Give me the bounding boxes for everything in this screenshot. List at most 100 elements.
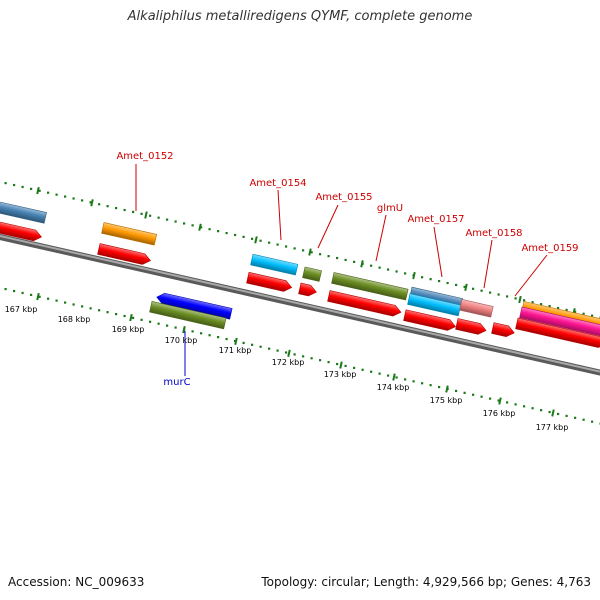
minor-tick	[591, 420, 594, 423]
minor-tick	[47, 297, 50, 300]
minor-tick	[574, 310, 577, 313]
minor-tick	[582, 312, 585, 315]
gene-feature-shape	[149, 300, 227, 330]
minor-tick	[514, 297, 517, 300]
gene-label-amet_0159: Amet_0159	[521, 243, 578, 254]
minor-tick	[404, 378, 407, 381]
minor-tick	[421, 382, 424, 385]
minor-tick	[21, 185, 24, 189]
minor-tick	[565, 414, 568, 418]
gene-label-amet_0158: Amet_0158	[465, 228, 522, 239]
minor-tick	[540, 409, 543, 412]
minor-tick	[47, 191, 50, 194]
minor-tick	[480, 289, 483, 292]
minor-tick	[149, 214, 152, 217]
gene-feature	[0, 199, 47, 224]
minor-tick	[217, 230, 220, 233]
gene-feature-shape	[101, 222, 158, 246]
gene-feature-shape	[515, 317, 600, 348]
minor-tick	[55, 193, 58, 196]
minor-tick	[327, 255, 330, 258]
minor-tick	[81, 199, 84, 202]
major-tick	[518, 295, 522, 304]
minor-tick	[497, 399, 500, 402]
minor-tick	[361, 368, 364, 371]
minor-tick	[591, 314, 594, 317]
gene-feature-shape	[0, 219, 42, 242]
gene-feature	[101, 222, 158, 246]
minor-tick	[548, 304, 551, 308]
genome-backbone	[0, 233, 600, 376]
minor-tick	[106, 311, 109, 314]
minor-tick	[531, 407, 534, 410]
gene-feature-shape	[327, 290, 402, 317]
major-tick	[392, 373, 396, 381]
minor-tick	[55, 299, 58, 302]
minor-tick	[514, 403, 517, 406]
minor-tick	[72, 303, 75, 306]
major-tick	[234, 337, 238, 345]
minor-tick	[285, 245, 288, 248]
gene-feature-shape	[331, 272, 409, 301]
minor-tick	[480, 395, 483, 398]
minor-tick	[242, 235, 245, 239]
minor-tick	[259, 345, 262, 348]
gene-feature	[327, 290, 402, 317]
minor-tick	[115, 206, 118, 210]
major-tick	[129, 313, 133, 322]
minor-tick	[174, 326, 177, 329]
minor-tick	[557, 306, 560, 310]
minor-tick	[540, 303, 543, 306]
gene-label-leader	[433, 226, 443, 278]
gene-feature-shape	[491, 322, 515, 337]
gene-feature-shape	[0, 199, 47, 224]
minor-tick	[429, 278, 432, 281]
gene-label-leader	[375, 214, 387, 262]
minor-tick	[353, 260, 356, 263]
minor-tick	[89, 201, 92, 204]
minor-tick	[13, 289, 16, 293]
minor-tick	[557, 412, 560, 416]
major-tick	[412, 271, 416, 280]
outer-tick-track	[4, 182, 600, 319]
minor-tick	[438, 279, 441, 283]
gene-label-leader	[317, 204, 339, 249]
major-tick	[339, 361, 343, 369]
minor-tick	[446, 281, 449, 285]
gene-label-amet_0154: Amet_0154	[249, 178, 306, 189]
kbp-label: 167 kbp	[5, 305, 38, 314]
minor-tick	[115, 312, 118, 316]
gene-feature	[149, 300, 227, 330]
kbp-label: 168 kbp	[58, 315, 91, 324]
minor-tick	[132, 316, 135, 320]
minor-tick	[268, 241, 271, 244]
gene-feature	[403, 309, 456, 331]
minor-tick	[81, 305, 84, 308]
major-tick	[144, 211, 148, 219]
minor-tick	[123, 208, 126, 212]
minor-tick	[344, 258, 347, 262]
minor-tick	[174, 220, 177, 223]
minor-tick	[140, 212, 143, 215]
kbp-label: 170 kbp	[165, 336, 198, 345]
minor-tick	[506, 401, 509, 404]
major-tick	[445, 385, 449, 393]
gene-feature-shape	[407, 293, 462, 317]
minor-tick	[293, 247, 296, 250]
minor-tick	[548, 410, 551, 414]
accession-label: Accession: NC_009633	[8, 575, 145, 589]
minor-tick	[378, 266, 381, 269]
kbp-label: 174 kbp	[377, 383, 410, 392]
minor-tick	[319, 253, 322, 256]
genome-summary: Topology: circular; Length: 4,929,566 bp…	[261, 575, 591, 589]
minor-tick	[89, 307, 92, 310]
minor-tick	[38, 189, 41, 192]
gene-feature	[0, 219, 42, 242]
minor-tick	[225, 231, 228, 235]
minor-tick	[234, 233, 237, 237]
minor-tick	[302, 249, 305, 252]
gene-feature	[491, 322, 515, 337]
minor-tick	[106, 205, 109, 208]
